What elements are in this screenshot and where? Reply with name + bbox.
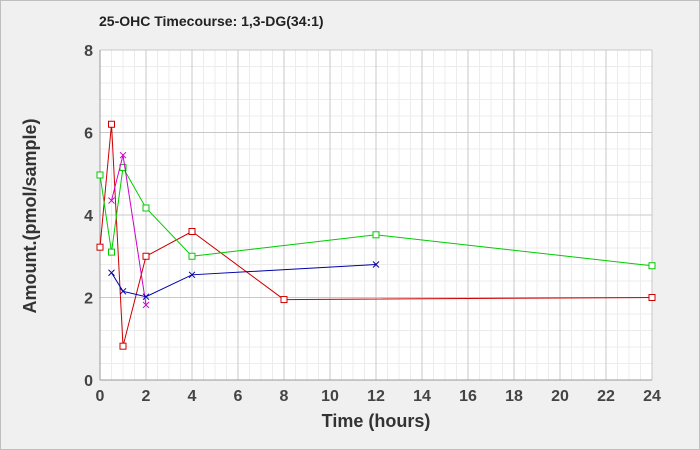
x-axis-label: Time (hours) [322,411,431,431]
data-point [648,262,656,270]
x-tick-label: 24 [643,388,661,405]
y-tick-label: 2 [84,291,93,308]
data-point [142,301,150,309]
data-point [142,252,150,260]
x-tick-label: 6 [234,388,243,405]
data-point [108,269,115,277]
data-point [648,294,656,301]
data-point [108,120,115,128]
data-point [280,296,288,304]
data-point [188,252,196,260]
y-tick-label: 0 [84,373,93,390]
series-3 [108,261,380,301]
x-tick-label: 20 [551,388,569,405]
data-point [142,204,150,212]
data-point [119,287,127,295]
x-tick-label: 2 [142,388,151,405]
major-grid [99,49,653,381]
y-tick-label: 4 [84,208,93,225]
series-group [96,120,656,350]
data-point [108,197,115,204]
data-point [372,261,380,268]
axes [99,50,652,381]
data-point [372,231,380,239]
x-tick-labels: 0 2 4 6 8 10 12 14 16 18 20 22 24 [96,388,661,405]
y-tick-label: 8 [84,43,93,60]
data-point [188,271,196,279]
x-tick-label: 22 [597,388,615,405]
series-2 [108,151,150,309]
x-tick-label: 0 [96,388,105,405]
data-point [119,342,127,350]
data-point [96,171,104,179]
data-point [108,248,115,256]
y-tick-labels: 0 2 4 6 8 [84,43,93,390]
x-tick-label: 10 [321,388,339,405]
series-1 [96,164,656,270]
series-0 [96,120,656,350]
chart-title: 25-OHC Timecourse: 1,3-DG(34:1) [99,13,324,29]
y-tick-label: 6 [84,126,93,143]
data-point [142,293,150,301]
x-tick-label: 8 [280,388,289,405]
x-tick-label: 16 [459,388,477,405]
x-tick-label: 14 [413,388,431,405]
x-tick-label: 4 [188,388,197,405]
data-point [188,228,196,235]
data-point [119,151,127,159]
x-tick-label: 12 [367,388,385,405]
y-axis-label: Amount.(pmol/sample) [20,118,40,313]
x-tick-label: 18 [505,388,523,405]
data-point [96,243,104,251]
